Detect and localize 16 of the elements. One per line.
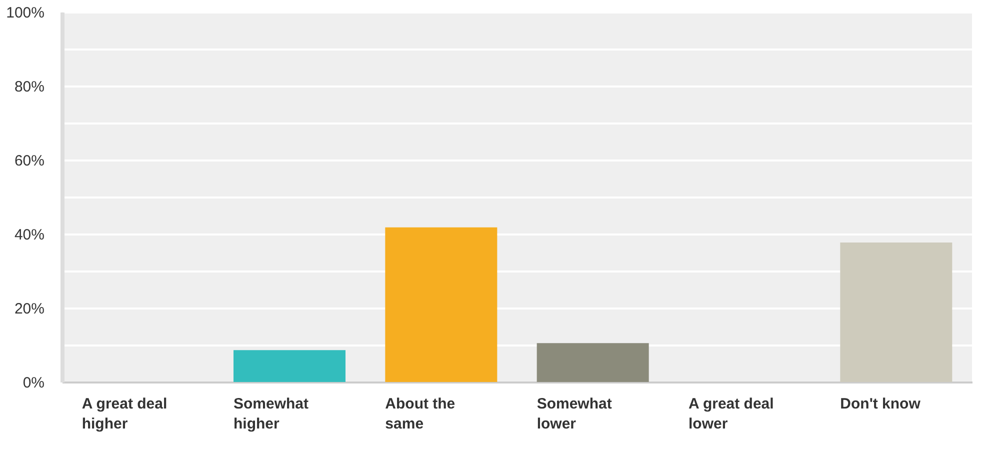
y-tick-label: 80%	[14, 78, 44, 96]
y-tick-label: 40%	[14, 226, 44, 244]
x-tick-label: Somewhat higher	[234, 396, 309, 432]
y-tick-label: 60%	[14, 152, 44, 170]
bar	[536, 343, 649, 382]
x-tick-label: About the same	[385, 396, 456, 432]
y-tick-label: 100%	[6, 4, 44, 22]
x-tick-label: A great deal higher	[82, 396, 168, 432]
y-tick-label: 0%	[22, 374, 44, 392]
x-tick-label: Don't know	[840, 396, 921, 412]
bar	[234, 350, 346, 382]
y-tick-label: 20%	[14, 300, 44, 318]
x-tick-label: Somewhat lower	[536, 396, 612, 432]
bar	[385, 227, 498, 382]
bar	[840, 242, 952, 382]
x-tick-label: A great deal lower	[688, 396, 774, 432]
